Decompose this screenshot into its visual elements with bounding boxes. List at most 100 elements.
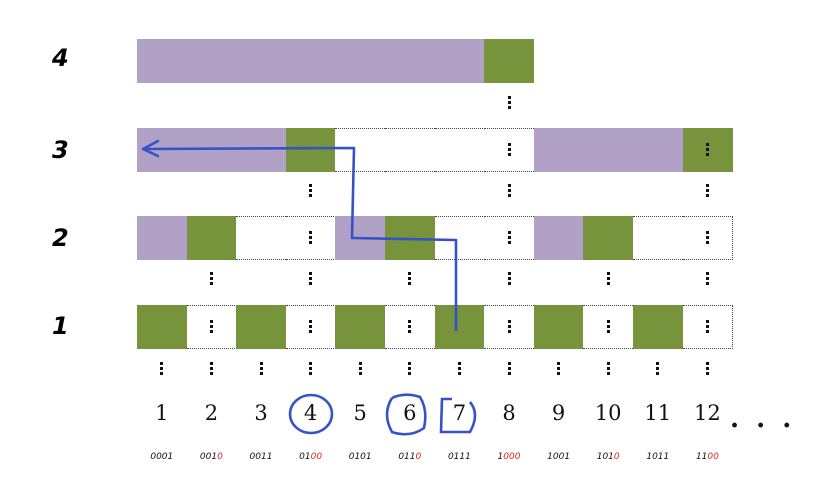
cell-dots-2-3 xyxy=(309,231,313,246)
level-3-cell-4 xyxy=(285,128,336,172)
level-3-cell-1 xyxy=(137,128,188,172)
level-1-cell-3 xyxy=(236,305,287,349)
level-2-cell-2 xyxy=(186,216,237,260)
level-label-1: 1 xyxy=(52,312,69,340)
cell-dots-3-11 xyxy=(705,320,709,335)
gap-dots-1-num-8 xyxy=(557,362,561,377)
cell-dots-3-1 xyxy=(209,320,213,335)
binary-label: 0011 xyxy=(236,452,286,462)
index-number: 12 xyxy=(694,401,721,425)
binary-prefix: 1011 xyxy=(646,452,670,462)
cell-dots-3-5 xyxy=(408,320,412,335)
binary-label: 0010 xyxy=(186,452,236,462)
cell-dots-3-9 xyxy=(606,320,610,335)
cell-dots-3-3 xyxy=(309,320,313,335)
binary-label: 1010 xyxy=(583,452,633,462)
binary-prefix: 001 xyxy=(199,452,218,462)
gap-dots-2-1-5 xyxy=(408,272,412,287)
binary-prefix: 0011 xyxy=(249,452,273,462)
level-3-cell-2 xyxy=(186,128,237,172)
gap-dots-1-num-5 xyxy=(408,362,412,377)
level-label-2: 2 xyxy=(52,224,69,252)
binary-prefix: 0101 xyxy=(348,452,372,462)
level-2-cell-1 xyxy=(137,216,188,260)
level-label-4: 4 xyxy=(52,44,69,72)
cell-dots-2-7 xyxy=(507,231,511,246)
binary-prefix: 011 xyxy=(398,452,416,462)
binary-trailing-zeros: 00 xyxy=(707,452,719,462)
binary-label: 1000 xyxy=(484,452,534,462)
level-4-cell-3 xyxy=(236,39,287,83)
gap-dots-1-num-11 xyxy=(705,362,709,377)
binary-label: 1001 xyxy=(534,452,584,462)
gap-dots-1-num-1 xyxy=(209,362,213,377)
cell-dots-1-7 xyxy=(507,143,511,158)
level-3-cell-6 xyxy=(385,128,436,172)
level-2-cell-5 xyxy=(335,216,386,260)
level-2-cell-11 xyxy=(633,216,684,260)
index-number: 1 xyxy=(155,401,169,425)
level-3-cell-5 xyxy=(335,128,386,172)
cell-dots-1-11 xyxy=(705,143,709,158)
level-3-cell-7 xyxy=(434,128,485,172)
index-number: 3 xyxy=(254,401,268,425)
binary-prefix: 0111 xyxy=(447,452,471,462)
binary-trailing-zeros: 0 xyxy=(217,452,223,462)
level-4-cell-8 xyxy=(484,39,535,83)
gap-dots-1-num-3 xyxy=(309,362,313,377)
binary-trailing-zeros: 0 xyxy=(415,452,422,462)
binary-label: 0101 xyxy=(335,452,385,462)
gap-dots-1-num-4 xyxy=(358,362,362,377)
level-4-cell-7 xyxy=(434,39,485,83)
continuation-ellipsis: . . . xyxy=(730,404,796,434)
index-number: 8 xyxy=(502,401,516,425)
level-1-cell-5 xyxy=(335,305,386,349)
gap-dots-3-2-11 xyxy=(705,184,709,199)
gap-dots-4-3-7 xyxy=(507,96,511,111)
binary-prefix: 01 xyxy=(299,452,311,462)
index-number: 2 xyxy=(204,401,219,425)
cell-dots-2-11 xyxy=(705,231,709,246)
level-3-cell-11 xyxy=(633,128,684,172)
index-number: 7 xyxy=(452,401,467,425)
level-2-cell-10 xyxy=(583,216,634,260)
index-number: 6 xyxy=(403,401,417,425)
binary-prefix: 0001 xyxy=(150,452,174,462)
binary-prefix: 1 xyxy=(497,452,504,462)
binary-prefix: 1001 xyxy=(547,452,571,462)
binary-prefix: 11 xyxy=(695,452,708,462)
gap-dots-1-num-7 xyxy=(507,362,511,377)
gap-dots-1-num-2 xyxy=(259,362,263,377)
binary-trailing-zeros: 00 xyxy=(310,452,323,462)
gap-dots-3-2-7 xyxy=(507,184,511,199)
gap-dots-3-2-3 xyxy=(309,184,313,199)
binary-label: 1100 xyxy=(682,452,732,462)
cell-dots-3-7 xyxy=(507,320,511,335)
binary-prefix: 101 xyxy=(596,452,614,462)
gap-dots-2-1-7 xyxy=(507,272,511,287)
level-4-cell-2 xyxy=(186,39,237,83)
gap-dots-1-num-0 xyxy=(160,362,164,377)
index-number: 10 xyxy=(594,401,622,425)
level-1-cell-11 xyxy=(633,305,684,349)
binary-trailing-zeros: 0 xyxy=(613,452,620,462)
level-3-cell-10 xyxy=(583,128,634,172)
level-3-cell-9 xyxy=(533,128,584,172)
gap-dots-2-1-9 xyxy=(606,272,610,287)
binary-label: 1011 xyxy=(633,452,683,462)
gap-dots-2-1-11 xyxy=(705,272,709,287)
gap-dots-1-num-10 xyxy=(656,362,660,377)
gap-dots-1-num-9 xyxy=(606,362,610,377)
level-1-cell-1 xyxy=(137,305,188,349)
binary-label: 0110 xyxy=(385,452,435,462)
binary-label: 0111 xyxy=(434,452,484,462)
index-number: 5 xyxy=(353,401,367,425)
index-number: 11 xyxy=(644,401,672,425)
gap-dots-1-num-6 xyxy=(457,362,461,377)
binary-label: 0001 xyxy=(137,452,187,462)
level-3-cell-3 xyxy=(236,128,287,172)
level-4-cell-6 xyxy=(385,39,436,83)
binary-label: 0100 xyxy=(286,452,336,462)
level-1-cell-9 xyxy=(533,305,584,349)
